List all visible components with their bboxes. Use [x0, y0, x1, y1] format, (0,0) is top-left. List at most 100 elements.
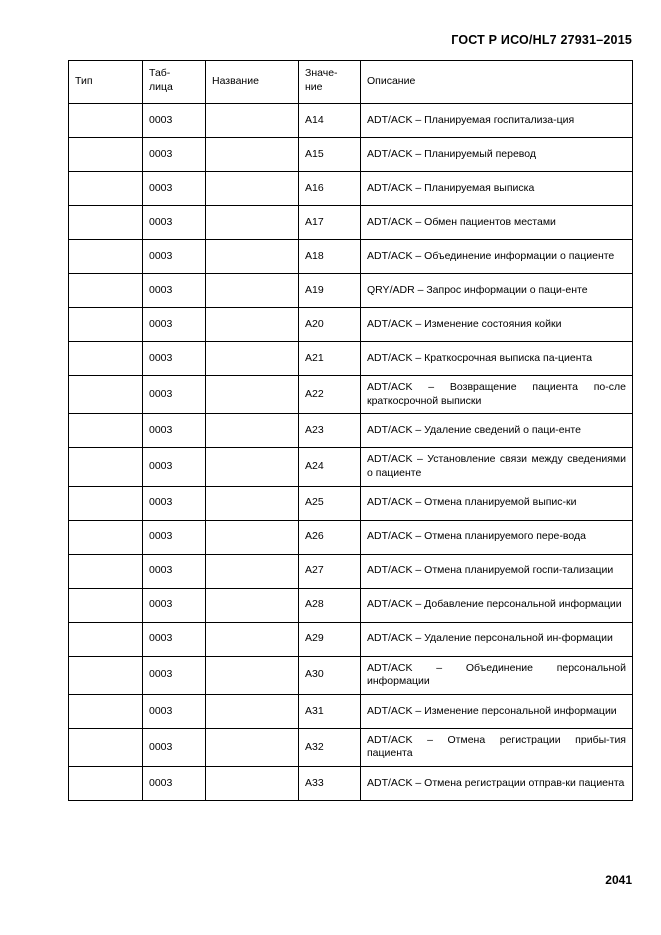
- cell-value: A32: [298, 727, 361, 768]
- cell-table: 0003: [142, 239, 206, 274]
- cell-type: [68, 727, 143, 768]
- cell-desc: ADT/ACK – Объединение информации о пацие…: [360, 239, 633, 274]
- cell-type: [68, 766, 143, 802]
- cell-desc: QRY/ADR – Запрос информации о паци-енте: [360, 273, 633, 308]
- cell-desc: ADT/ACK – Краткосрочная выписка па-циент…: [360, 341, 633, 376]
- table-row: 0003 A32 ADT/ACK – Отмена регистрации приб…: [68, 727, 633, 768]
- cell-desc: ADT/ACK – Планируемый перевод: [360, 137, 633, 172]
- cell-type: [68, 374, 143, 415]
- cell-type: [68, 655, 143, 695]
- table-header: Тип Таб- лица Название Значе- ние Описан…: [68, 60, 633, 104]
- cell-desc: ADT/ACK – Планируемая госпитализа-ция: [360, 103, 633, 138]
- table-row: 0003 A18 ADT/ACK – Объединение информации …: [68, 239, 633, 274]
- column-header-value: Значе- ние: [298, 60, 361, 104]
- cell-desc: ADT/ACK – Установление связи между сведе…: [360, 447, 633, 487]
- cell-table: 0003: [142, 137, 206, 172]
- cell-desc: ADT/ACK – Возвращение пациента по-сле кр…: [360, 374, 633, 415]
- cell-desc: ADT/ACK – Изменение персональной информа…: [360, 693, 633, 729]
- cell-value: A26: [298, 519, 361, 555]
- table-header-row: Тип Таб- лица Название Значе- ние Описан…: [68, 60, 633, 104]
- cell-table: 0003: [142, 519, 206, 555]
- cell-type: [68, 587, 143, 623]
- cell-type: [68, 273, 143, 308]
- cell-value: A29: [298, 621, 361, 657]
- cell-name: [205, 587, 299, 623]
- cell-desc: ADT/ACK – Отмена регистрации прибы-тия п…: [360, 727, 633, 768]
- cell-table: 0003: [142, 103, 206, 138]
- cell-value: A27: [298, 553, 361, 589]
- column-header-table: Таб- лица: [142, 60, 206, 104]
- cell-value: A30: [298, 655, 361, 695]
- cell-desc: ADT/ACK – Отмена планируемой выпис-ки: [360, 485, 633, 521]
- cell-name: [205, 553, 299, 589]
- cell-name: [205, 307, 299, 342]
- cell-type: [68, 341, 143, 376]
- cell-type: [68, 171, 143, 206]
- cell-type: [68, 447, 143, 487]
- document-standard-header: ГОСТ Р ИСО/HL7 27931–2015: [451, 33, 632, 47]
- cell-desc: ADT/ACK – Удаление персональной ин-форма…: [360, 621, 633, 657]
- cell-type: [68, 519, 143, 555]
- table-row: 0003 A27 ADT/ACK – Отмена планируемой госп…: [68, 553, 633, 589]
- table-row: 0003 A28 ADT/ACK – Добавление персональной…: [68, 587, 633, 623]
- cell-name: [205, 621, 299, 657]
- cell-name: [205, 374, 299, 415]
- table-row: 0003 A16 ADT/ACK – Планируемая выписка: [68, 171, 633, 206]
- cell-desc: ADT/ACK – Обмен пациентов местами: [360, 205, 633, 240]
- table-body: 0003 A14 ADT/ACK – Планируемая госпитализа…: [68, 103, 633, 802]
- table-row: 0003 A15 ADT/ACK – Планируемый перевод: [68, 137, 633, 172]
- cell-value: A25: [298, 485, 361, 521]
- cell-table: 0003: [142, 171, 206, 206]
- cell-table: 0003: [142, 655, 206, 695]
- cell-name: [205, 239, 299, 274]
- cell-value: A33: [298, 766, 361, 802]
- cell-table: 0003: [142, 273, 206, 308]
- table-row: 0003 A17 ADT/ACK – Обмен пациентов местами: [68, 205, 633, 240]
- cell-name: [205, 447, 299, 487]
- cell-table: 0003: [142, 341, 206, 376]
- cell-desc: ADT/ACK – Изменение состояния койки: [360, 307, 633, 342]
- cell-name: [205, 519, 299, 555]
- cell-table: 0003: [142, 587, 206, 623]
- cell-value: A31: [298, 693, 361, 729]
- cell-table: 0003: [142, 307, 206, 342]
- cell-table: 0003: [142, 727, 206, 768]
- cell-name: [205, 766, 299, 802]
- table-row: 0003 A22 ADT/ACK – Возвращение пациента по…: [68, 374, 633, 415]
- cell-type: [68, 693, 143, 729]
- cell-desc: ADT/ACK – Отмена регистрации отправ-ки п…: [360, 766, 633, 802]
- cell-table: 0003: [142, 447, 206, 487]
- cell-type: [68, 485, 143, 521]
- cell-type: [68, 103, 143, 138]
- cell-value: A19: [298, 273, 361, 308]
- cell-desc: ADT/ACK – Отмена планируемого пере-вода: [360, 519, 633, 555]
- page-number: 2041: [605, 873, 632, 887]
- cell-name: [205, 727, 299, 768]
- cell-value: A20: [298, 307, 361, 342]
- column-header-name: Название: [205, 60, 299, 104]
- cell-desc: ADT/ACK – Удаление сведений о паци-енте: [360, 413, 633, 449]
- table-row: 0003 A33 ADT/ACK – Отмена регистрации отпр…: [68, 766, 633, 802]
- cell-desc: ADT/ACK – Объединение персональной инфор…: [360, 655, 633, 695]
- cell-desc: ADT/ACK – Добавление персональной информ…: [360, 587, 633, 623]
- cell-table: 0003: [142, 553, 206, 589]
- cell-value: A28: [298, 587, 361, 623]
- table-row: 0003 A24 ADT/ACK – Установление связи межд…: [68, 447, 633, 487]
- cell-value: A15: [298, 137, 361, 172]
- table-row: 0003 A23 ADT/ACK – Удаление сведений о пац…: [68, 413, 633, 449]
- cell-table: 0003: [142, 621, 206, 657]
- cell-table: 0003: [142, 374, 206, 415]
- table-row: 0003 A21 ADT/ACK – Краткосрочная выписка п…: [68, 341, 633, 376]
- specification-table-container: Тип Таб- лица Название Значе- ние Описан…: [68, 60, 633, 802]
- cell-table: 0003: [142, 413, 206, 449]
- cell-type: [68, 413, 143, 449]
- cell-type: [68, 621, 143, 657]
- cell-value: A21: [298, 341, 361, 376]
- cell-name: [205, 273, 299, 308]
- table-row: 0003 A26 ADT/ACK – Отмена планируемого пер…: [68, 519, 633, 555]
- cell-value: A22: [298, 374, 361, 415]
- cell-name: [205, 205, 299, 240]
- column-header-type: Тип: [68, 60, 143, 104]
- cell-type: [68, 137, 143, 172]
- table-row: 0003 A25 ADT/ACK – Отмена планируемой выпи…: [68, 485, 633, 521]
